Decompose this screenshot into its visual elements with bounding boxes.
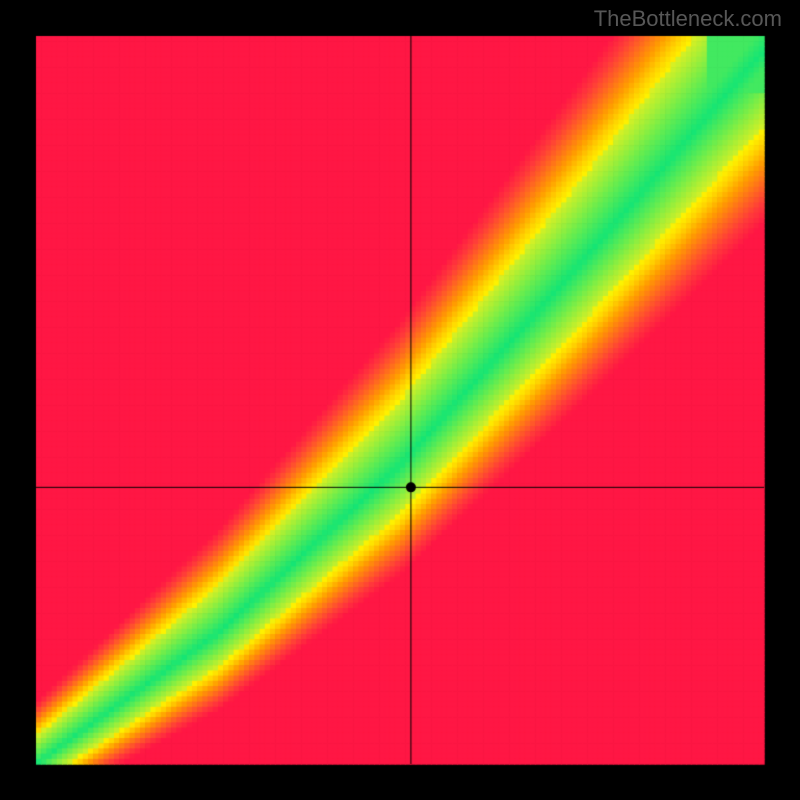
chart-container: TheBottleneck.com xyxy=(0,0,800,800)
bottleneck-heatmap-canvas xyxy=(0,0,800,800)
watermark-label: TheBottleneck.com xyxy=(594,6,782,32)
